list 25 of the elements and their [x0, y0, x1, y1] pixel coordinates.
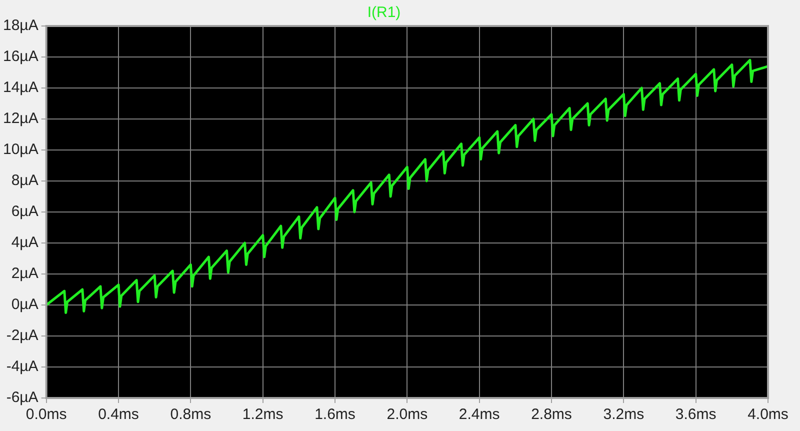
- y-tick-label: -2µA: [6, 327, 38, 344]
- x-tick-label: 0.0ms: [26, 406, 67, 424]
- x-tick-label: 4.0ms: [748, 406, 788, 424]
- x-tick-label: 0.8ms: [170, 406, 212, 424]
- x-tick-label: 0.4ms: [98, 406, 139, 424]
- y-tick-label: 10µA: [2, 141, 38, 158]
- y-tick-label: 14µA: [2, 79, 38, 96]
- y-tick-label: 4µA: [11, 234, 38, 252]
- x-tick-label: 3.6ms: [675, 406, 716, 424]
- x-tick-label: 2.8ms: [531, 406, 572, 424]
- y-tick-label: 18µA: [2, 17, 38, 34]
- y-tick-label: 12µA: [2, 110, 38, 128]
- x-tick-label: 2.0ms: [386, 406, 428, 424]
- x-tick-label: 2.4ms: [458, 406, 500, 424]
- x-tick-label: 3.2ms: [603, 406, 644, 424]
- y-tick-label: 8µA: [11, 172, 38, 190]
- x-tick-label: 1.6ms: [314, 406, 356, 424]
- y-tick-label: -4µA: [6, 358, 38, 376]
- chart-title: I(R1): [367, 4, 401, 22]
- y-tick-label: -6µA: [6, 389, 38, 406]
- y-tick-label: 0µA: [11, 296, 38, 314]
- y-tick-label: 6µA: [11, 203, 38, 220]
- y-tick-label: 2µA: [11, 265, 38, 282]
- x-tick-label: 1.2ms: [242, 406, 284, 424]
- y-tick-label: 16µA: [2, 48, 38, 66]
